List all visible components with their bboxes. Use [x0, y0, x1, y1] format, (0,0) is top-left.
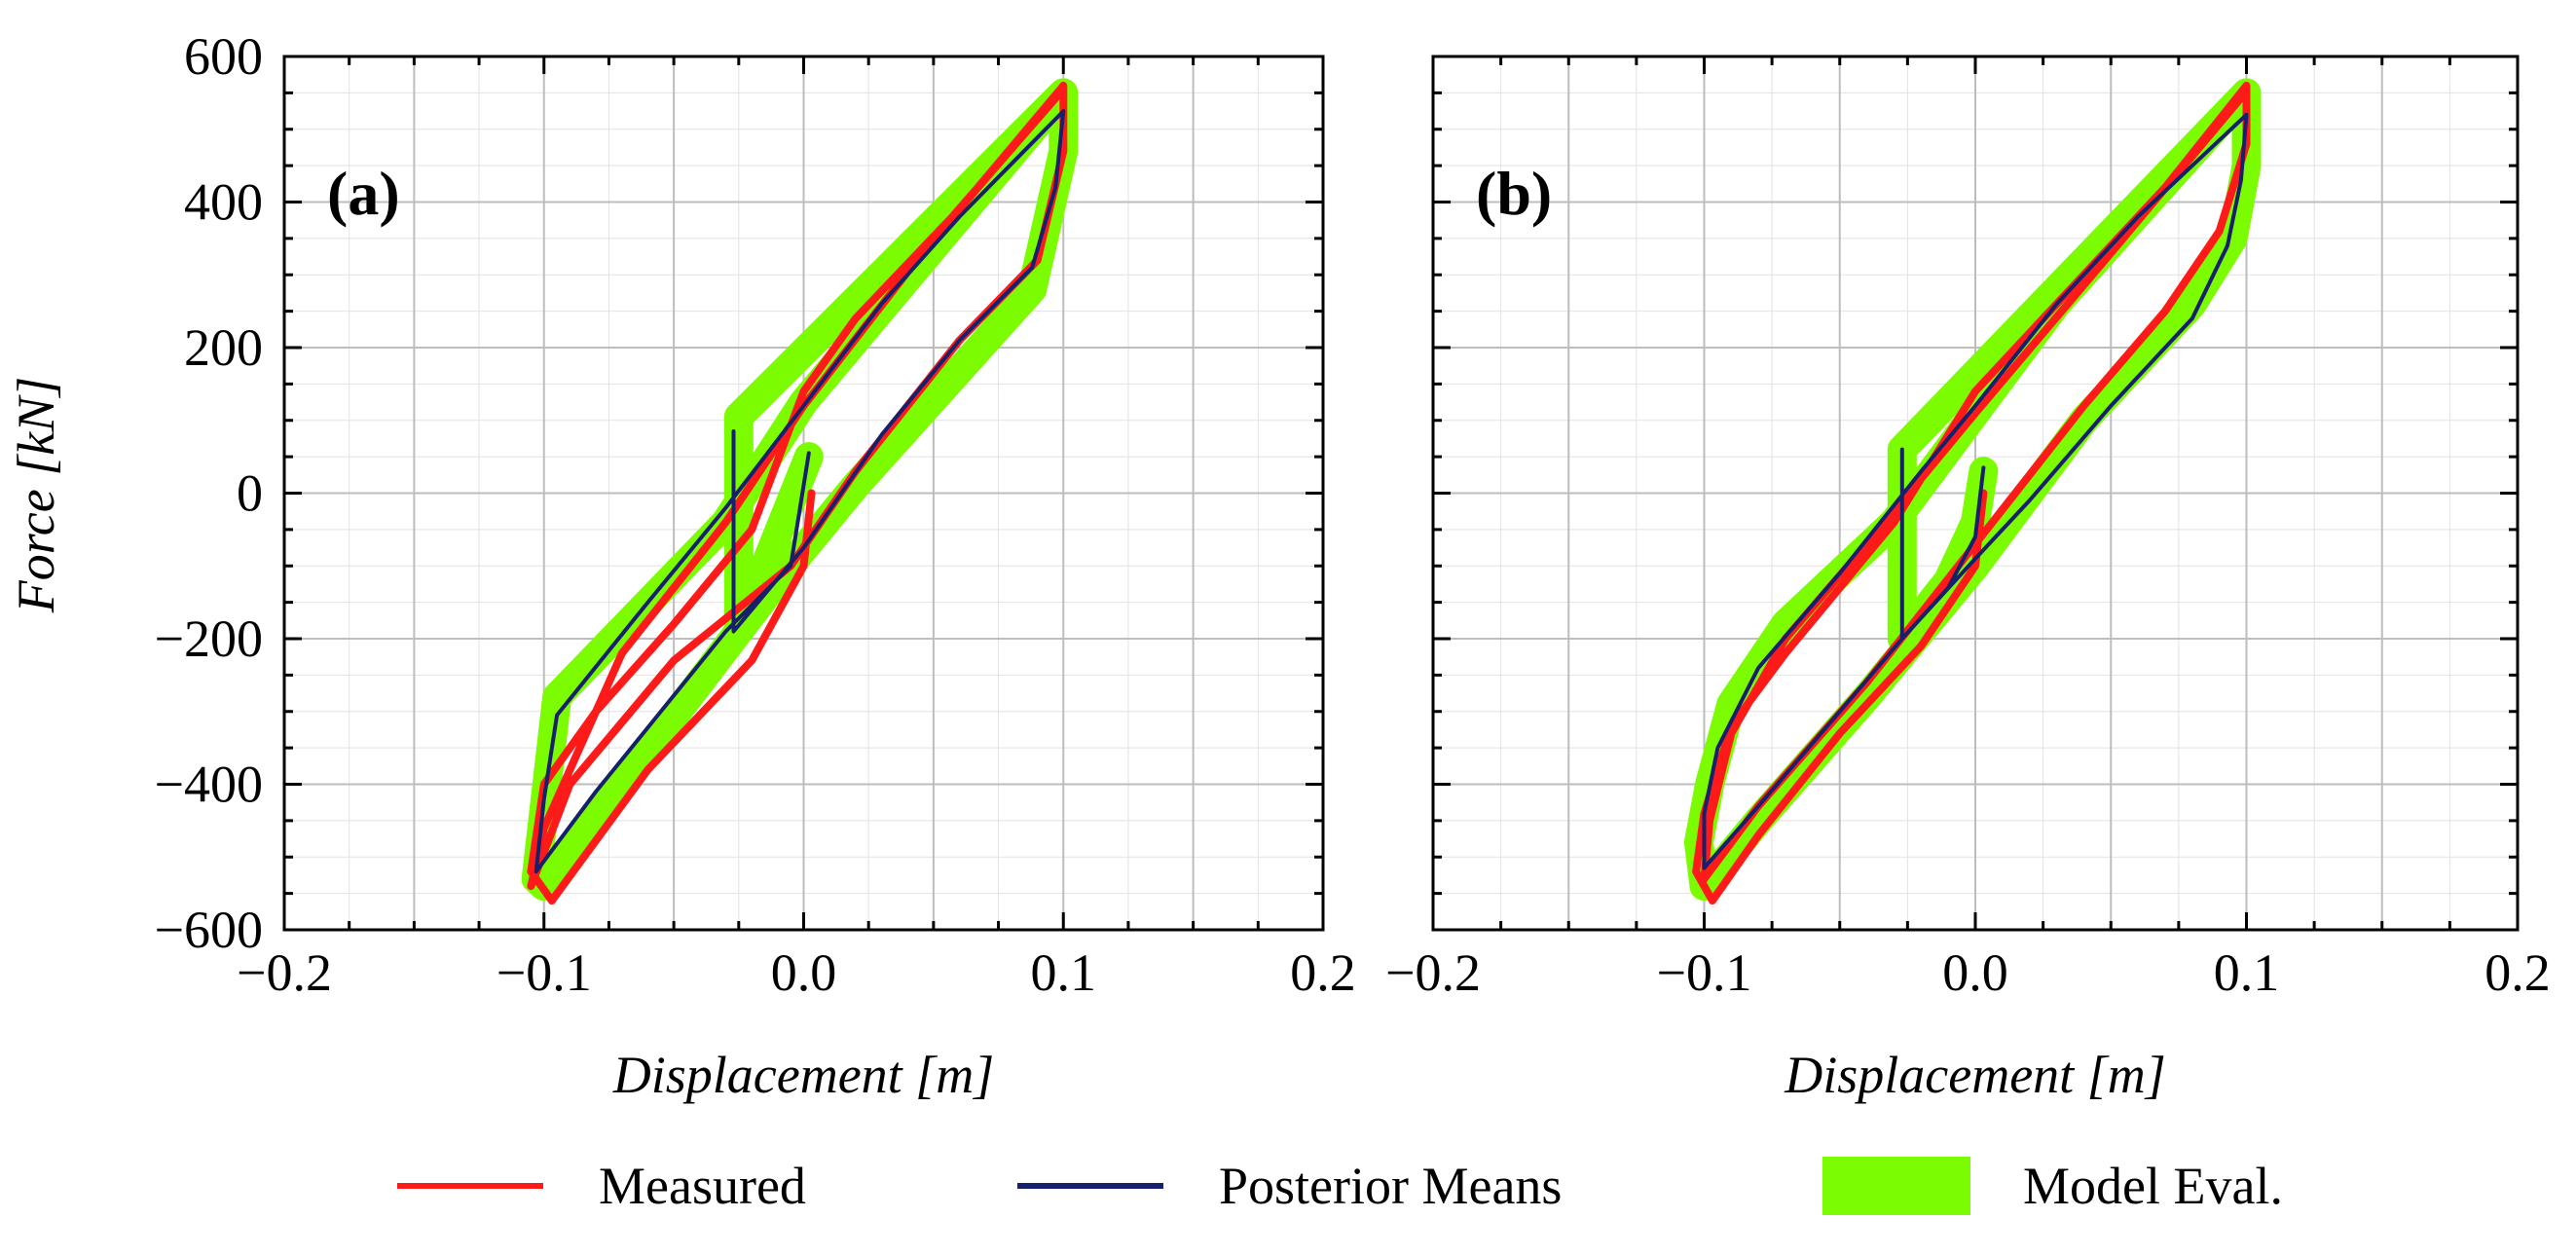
panel-label: (b): [1476, 159, 1552, 228]
x-tick-label: −0.1: [497, 943, 592, 1002]
x-tick-label: −0.1: [1657, 943, 1752, 1002]
y-tick-label: 0: [237, 464, 263, 523]
legend: Measured Posterior Means Model Eval.: [397, 1157, 2283, 1215]
x-tick-label: 0.1: [1031, 943, 1097, 1002]
panel-label: (a): [327, 159, 400, 228]
series-posterior-means: [534, 109, 1066, 874]
plot-frame: [1431, 55, 2520, 932]
y-tick-label: −600: [155, 901, 263, 959]
x-tick-label: 0.0: [771, 943, 837, 1002]
legend-model-eval-label: Model Eval.: [2023, 1157, 2283, 1215]
panel-a: −0.2 −0.1 0.0 0.1 0.2 −600 −400 −200 0 200 400 600 D…: [155, 27, 1356, 1104]
plot-frame: [282, 55, 1325, 932]
series-posterior-means: [1702, 112, 2249, 870]
x-axis-label: Displacement [m]: [1784, 1046, 2165, 1104]
x-tick-label: 0.2: [1290, 943, 1356, 1002]
y-tick-label: 600: [184, 27, 263, 86]
x-axis-label: Displacement [m]: [612, 1046, 994, 1104]
y-tick-label: 200: [184, 318, 263, 377]
x-tick-label: 0.1: [2214, 943, 2280, 1002]
x-tick-label: −0.2: [1385, 943, 1481, 1002]
legend-measured-label: Measured: [599, 1157, 806, 1215]
y-tick-label: −400: [155, 756, 263, 814]
x-tick-label: −0.2: [237, 943, 332, 1002]
x-tick-label: 0.2: [2484, 943, 2551, 1002]
y-axis-label: Force [kN]: [7, 377, 65, 613]
y-tick-label: 400: [184, 173, 263, 232]
x-tick-label: 0.0: [1942, 943, 2008, 1002]
series-model-eval: [1683, 78, 2262, 902]
y-tick-label: −200: [155, 609, 263, 668]
legend-model-eval-swatch: [1822, 1157, 1970, 1215]
legend-posterior-label: Posterior Means: [1219, 1157, 1562, 1215]
panel-b: −0.2 −0.1 0.0 0.1 0.2 Displacement [m] (b): [1385, 55, 2551, 1104]
